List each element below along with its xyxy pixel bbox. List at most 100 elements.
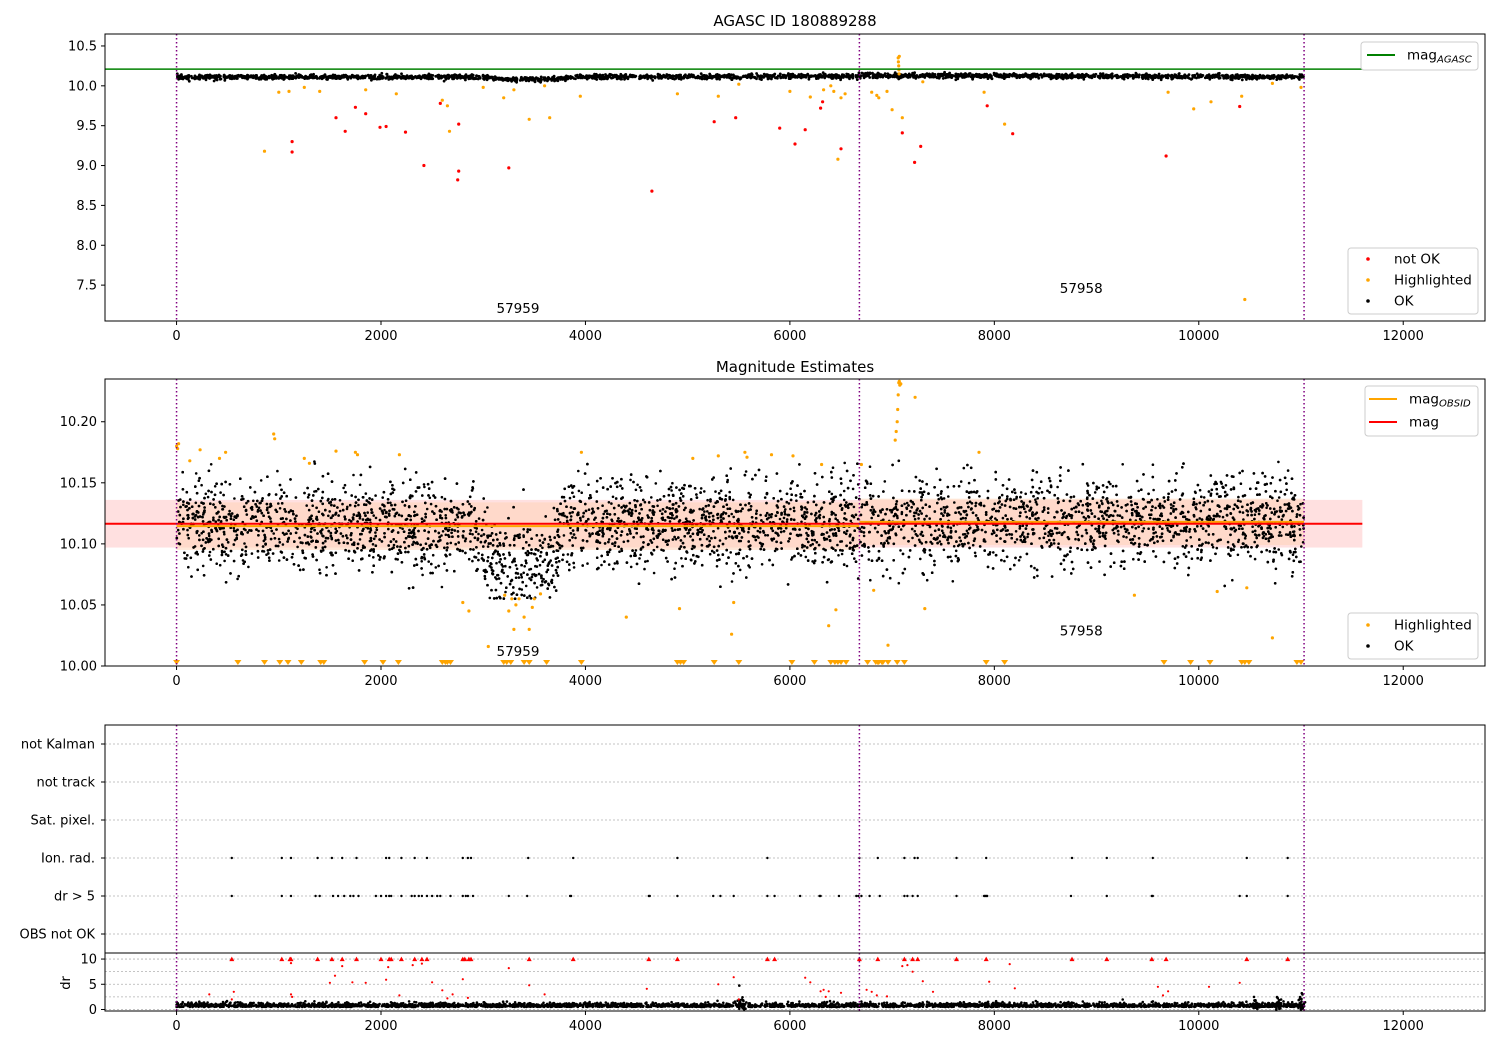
chart-title-agasc: AGASC ID 180889288 <box>713 12 876 30</box>
ok-point <box>1252 76 1256 79</box>
ok-point <box>1230 78 1234 82</box>
ok-point <box>1256 74 1260 78</box>
ok-point <box>1078 74 1082 77</box>
ok-point <box>203 75 207 78</box>
ok-point <box>943 70 946 74</box>
ok-point <box>397 75 401 79</box>
ok-point <box>1109 482 1112 486</box>
ok-point <box>391 491 395 494</box>
ok-point <box>871 71 874 75</box>
ok-point <box>489 75 492 79</box>
ok-point <box>1172 504 1175 508</box>
ok-point <box>1154 531 1157 534</box>
ok-point <box>548 77 552 81</box>
highlighted-point <box>302 85 306 89</box>
ok-point <box>1266 76 1270 79</box>
highlighted-point <box>870 90 874 94</box>
not-ok-point <box>778 126 782 130</box>
ok-point <box>1200 74 1204 78</box>
ok-point <box>1164 76 1168 79</box>
ok-point <box>408 76 412 80</box>
ok-point <box>308 73 312 77</box>
ok-point <box>1042 74 1046 77</box>
highlighted-point <box>445 104 449 108</box>
ok-point <box>198 77 202 81</box>
ok-point <box>592 74 596 78</box>
ok-point <box>515 80 518 84</box>
ok-point <box>1033 74 1036 78</box>
ok-point <box>1224 73 1228 77</box>
ok-point <box>302 76 306 80</box>
ok-point <box>327 75 331 79</box>
ok-point <box>207 534 211 538</box>
ok-point <box>1148 516 1152 520</box>
ok-point <box>299 75 303 79</box>
ok-point <box>223 79 227 82</box>
ok-point <box>497 76 501 80</box>
ok-point <box>729 551 732 554</box>
not-ok-point <box>919 144 923 148</box>
ok-point <box>358 538 362 541</box>
ok-point <box>1128 74 1132 78</box>
ok-point <box>212 516 215 519</box>
not-ok-point <box>290 150 294 154</box>
ok-point <box>386 501 390 505</box>
ok-point <box>429 502 433 506</box>
ok-point <box>247 565 250 569</box>
ok-point <box>1198 488 1202 492</box>
ok-point <box>1164 74 1168 77</box>
ok-point <box>539 75 543 79</box>
ok-point <box>579 75 583 79</box>
legend-frame <box>1347 247 1479 315</box>
ok-point <box>1051 76 1054 80</box>
legend-label: OK <box>1394 294 1415 310</box>
ok-point <box>666 77 670 80</box>
ok-point <box>613 75 617 79</box>
y-tick-label: 8.0 <box>76 239 97 254</box>
ok-point <box>524 79 528 83</box>
ok-point <box>336 75 340 79</box>
ok-point <box>868 71 872 75</box>
ok-point <box>534 76 538 79</box>
ok-point <box>749 76 753 80</box>
ok-point <box>334 76 337 79</box>
ok-point <box>1119 75 1123 78</box>
ok-point <box>1143 73 1147 77</box>
ok-point <box>634 74 638 78</box>
ok-point <box>391 77 394 81</box>
ok-point <box>621 74 625 78</box>
ok-point <box>714 490 717 493</box>
ok-point <box>1039 73 1043 77</box>
ok-point <box>282 76 285 80</box>
ok-point <box>1145 73 1149 77</box>
ok-point <box>359 76 362 80</box>
ok-point <box>1259 74 1262 78</box>
ok-point <box>845 74 848 78</box>
highlighted-point <box>277 90 281 94</box>
ok-point <box>766 77 770 81</box>
ok-point <box>394 73 397 76</box>
ok-point <box>444 514 448 517</box>
ok-point <box>1086 74 1090 77</box>
not-ok-point <box>803 128 807 132</box>
ok-point <box>563 76 567 80</box>
highlighted-point <box>836 157 840 161</box>
ok-point <box>937 76 941 80</box>
ok-point <box>883 72 887 75</box>
ok-point <box>477 75 481 78</box>
ok-point <box>720 75 724 79</box>
ok-point <box>377 76 381 79</box>
ok-point <box>355 74 359 78</box>
legend-frame <box>1360 41 1479 71</box>
ok-point <box>518 79 522 82</box>
ok-point <box>507 77 511 81</box>
ok-point <box>202 76 205 80</box>
ok-point <box>1286 76 1289 79</box>
highlighted-point <box>447 129 452 133</box>
y-tick-label: 7.5 <box>76 279 97 294</box>
ok-point <box>1281 525 1285 529</box>
ok-point <box>482 75 485 78</box>
ok-point <box>862 76 866 80</box>
ok-point <box>922 74 926 78</box>
ok-point <box>351 75 355 78</box>
